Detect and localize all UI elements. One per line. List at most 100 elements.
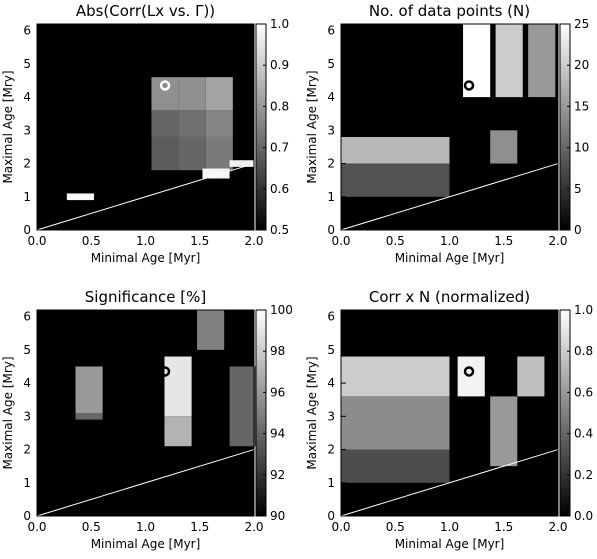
y-tick-label: 5 [23,343,31,357]
chart-title: Corr x N (normalized) [369,288,530,306]
heatmap-cell [178,110,206,137]
colorbar-tick-label: 25 [574,17,589,31]
diagonal-line [36,449,255,517]
x-axis-label: Minimal Age [Myr] [395,251,505,265]
y-tick-label: 0 [23,509,31,523]
heatmap-cell [205,136,233,171]
colorbar-tick-label: 0.8 [574,344,593,358]
colorbar-tick-label: 0.4 [574,427,593,441]
colorbar-tick-label: 20 [574,58,589,72]
y-tick-label: 3 [327,123,335,137]
colorbar-tick-label: 90 [270,509,285,523]
x-tick-label: 0.0 [27,520,46,534]
y-tick-label: 4 [23,90,31,104]
colorbar-tick-label: 0.6 [270,182,289,196]
y-tick-label: 3 [23,409,31,423]
colorbar-tick-label: 94 [270,427,285,441]
y-tick-label: 1 [327,190,335,204]
heatmap-cell [164,356,192,417]
chart-panel-2: 0.0 0.5 1.0 1.5 2.0 0 1 2 3 4 5 6 No. of data points… [305,2,589,265]
heatmap-cell [341,136,450,164]
heatmap-cell [341,163,450,197]
y-axis-label: Maximal Age [Mry] [1,356,15,469]
y-tick-label: 4 [327,90,335,104]
y-tick-label: 0 [327,223,335,237]
heatmap-cell [66,193,94,201]
x-tick-label: 1.0 [440,234,459,248]
heatmap-cell [164,416,192,447]
y-axis-label: Maximal Age [Mry] [305,70,319,183]
y-tick-label: 3 [23,123,31,137]
colorbar-tick-label: 0.8 [270,99,289,113]
chart-title: Significance [%] [85,288,206,306]
colorbar-tick-label: 5 [574,182,582,196]
colorbar-tick-label: 1.0 [574,303,593,317]
plot-background [341,24,558,230]
marker-circle [463,80,475,91]
y-tick-label: 0 [327,509,335,523]
chart-panel-1: 0.0 0.5 1.0 1.5 2.0 0 1 2 3 4 5 6 Abs(Corr(Lx vs. Γ)… [1,2,289,265]
y-tick-label: 3 [327,409,335,423]
x-tick-label: 1.5 [494,520,513,534]
heatmap-cell [341,449,450,483]
heatmap-cell [528,24,556,98]
heatmap-cell [205,77,233,111]
y-tick-label: 5 [327,343,335,357]
marker-circle [159,80,171,91]
heatmap-cell [75,413,103,420]
x-tick-label: 1.0 [440,520,459,534]
heatmap-cell [490,130,518,164]
y-tick-label: 2 [23,443,31,457]
colorbar-tick-label: 1.0 [270,17,289,31]
y-tick-label: 5 [327,57,335,71]
colorbar [255,309,267,517]
colorbar-tick-label: 0.9 [270,58,289,72]
y-axis-label: Maximal Age [Mry] [305,356,319,469]
colorbar [559,23,571,231]
colorbar-tick-label: 92 [270,468,285,482]
x-tick-label: 1.5 [190,520,209,534]
heatmap-cell [202,168,230,179]
x-tick-label: 1.5 [190,234,209,248]
heatmap-cell [229,366,257,447]
colorbar-tick-label: 0.7 [270,141,289,155]
colorbar-tick-label: 0.6 [574,385,593,399]
x-tick-label: 0.0 [331,520,350,534]
x-tick-label: 2.0 [548,234,567,248]
chart-panel-3: 0.0 0.5 1.0 1.5 2.0 0 1 2 3 4 5 6 Significance [%] Mi… [1,288,293,551]
heatmap-cell [178,136,206,171]
y-tick-label: 6 [23,24,31,38]
y-tick-label: 2 [327,157,335,171]
x-tick-label: 0.0 [27,234,46,248]
y-tick-label: 0 [23,223,31,237]
y-tick-label: 6 [327,310,335,324]
x-axis-label: Minimal Age [Myr] [395,537,505,551]
x-tick-label: 0.5 [82,520,101,534]
heatmap-cell [229,160,257,167]
y-tick-label: 1 [327,476,335,490]
colorbar [559,309,571,517]
x-tick-label: 1.5 [494,234,513,248]
heatmap-cell [75,366,103,413]
colorbar-tick-label: 15 [574,99,589,113]
heatmap-cell [178,77,206,111]
diagonal-line [36,163,255,231]
x-tick-label: 2.0 [548,520,567,534]
y-tick-label: 1 [23,476,31,490]
x-tick-label: 0.5 [386,234,405,248]
colorbar-tick-label: 96 [270,385,285,399]
diagonal-line [340,449,559,517]
y-tick-label: 5 [23,57,31,71]
diagonal-line [340,163,559,231]
heatmap-cell [205,110,233,137]
x-tick-label: 2.0 [244,234,263,248]
heatmap-cell [151,110,179,137]
heatmap-cell [341,396,450,450]
y-tick-label: 2 [327,443,335,457]
marker-circle [159,366,171,377]
chart-title: Abs(Corr(Lx vs. Γ)) [76,2,215,20]
colorbar-tick-label: 0.0 [574,509,593,523]
marker-circle [463,366,475,377]
x-tick-label: 0.5 [82,234,101,248]
